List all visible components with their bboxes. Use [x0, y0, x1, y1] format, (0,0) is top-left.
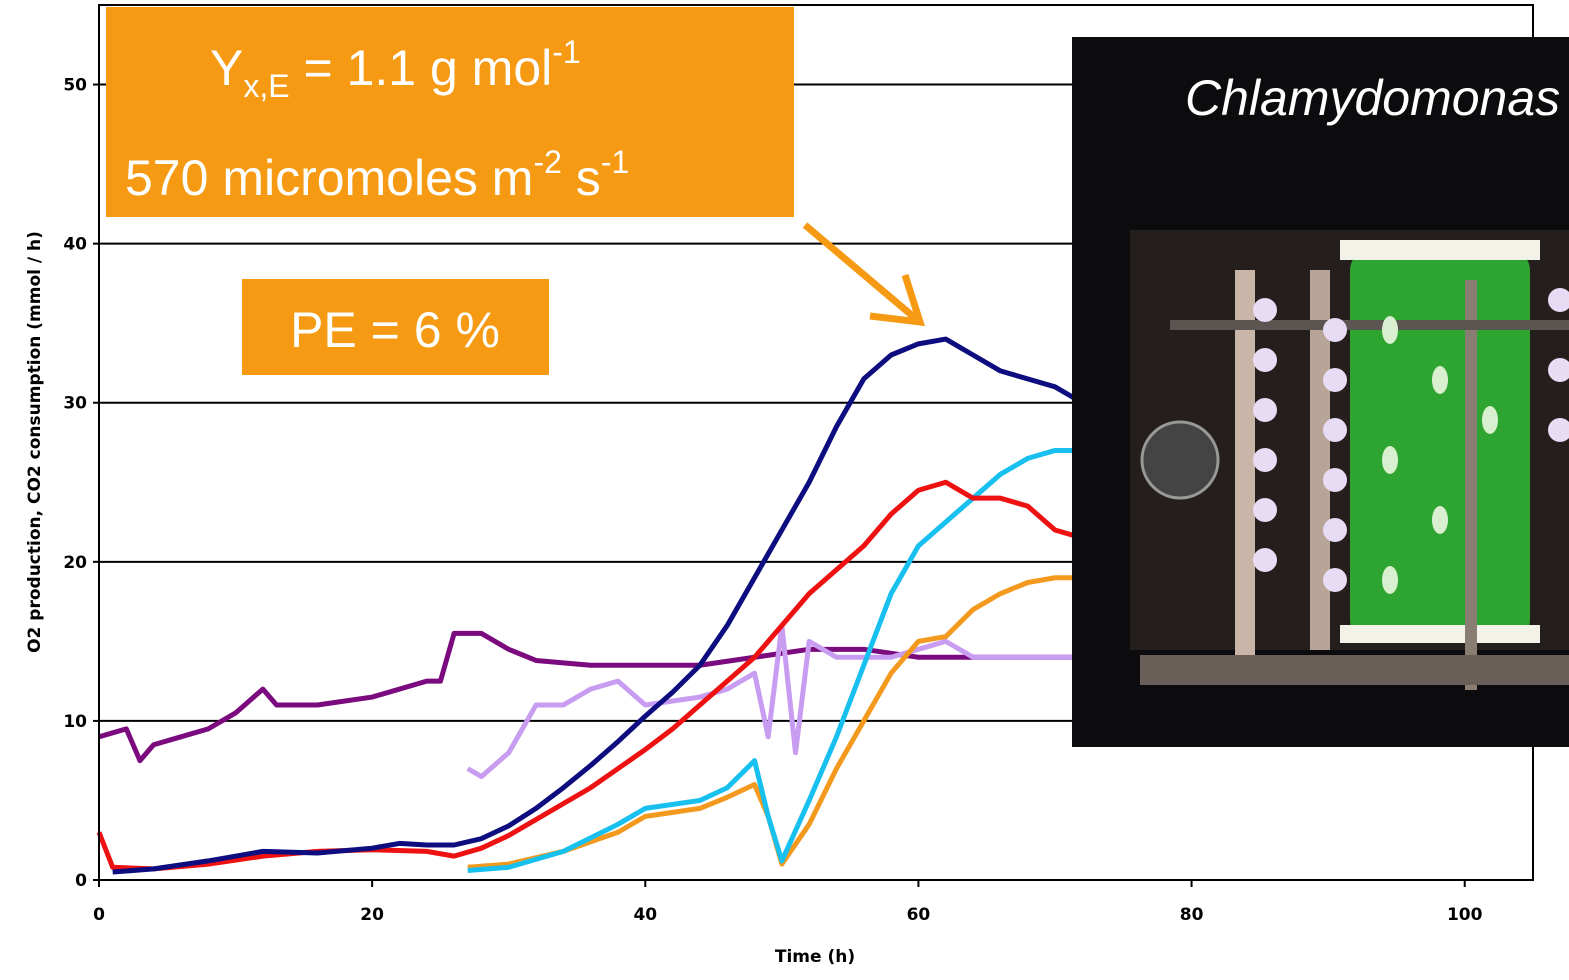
- x-tick-label: 0: [93, 905, 105, 925]
- data-line: [468, 578, 1083, 868]
- text: s: [562, 150, 601, 206]
- text: Y: [210, 40, 243, 96]
- data-line: [99, 482, 1082, 869]
- y-axis-label: O2 production, CO2 consumption (mmol / h…: [25, 231, 45, 653]
- x-tick-label: 100: [1447, 905, 1483, 925]
- x-tick-label: 80: [1180, 905, 1204, 925]
- superscript: -1: [601, 144, 629, 180]
- efficiency-annotation: PE = 6 %: [290, 302, 500, 358]
- y-tick-label: 0: [75, 871, 87, 891]
- photo-title: Chlamydomonas: [1185, 70, 1560, 126]
- data-line: [99, 633, 1082, 760]
- superscript: -2: [533, 144, 561, 180]
- y-tick-label: 10: [63, 712, 87, 732]
- photo: Chlamydomonas: [1072, 37, 1569, 747]
- lines: [99, 339, 1082, 872]
- text: = 1.1 g mol: [290, 40, 553, 96]
- subscript: x,E: [243, 68, 289, 104]
- y-tick-label: 50: [63, 76, 87, 96]
- x-tick-label: 40: [633, 905, 657, 925]
- superscript: -1: [552, 34, 580, 70]
- y-tick-label: 20: [63, 553, 87, 573]
- data-line: [113, 339, 1083, 872]
- y-tick-label: 40: [63, 235, 87, 255]
- chart: 0 10 20 30 40 50 0 20 40 60 80 100 Time (h) O2 prod…: [0, 0, 1569, 980]
- arrow: [805, 225, 920, 322]
- x-tick-label: 20: [360, 905, 384, 925]
- y-tick-label: 30: [63, 394, 87, 414]
- text: 570 micromoles m: [125, 150, 533, 206]
- x-axis-label: Time (h): [775, 947, 855, 967]
- x-tick-label: 60: [907, 905, 931, 925]
- data-line: [468, 625, 1083, 776]
